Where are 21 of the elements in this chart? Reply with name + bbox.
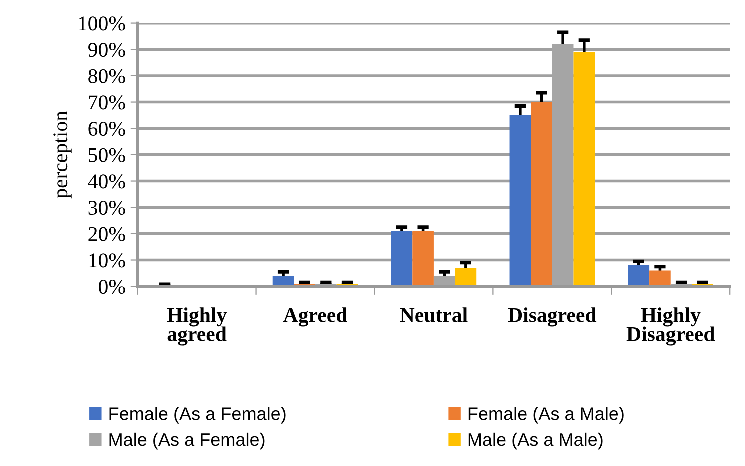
legend-label: Male (As a Male) (468, 432, 603, 450)
y-tick-label: 80% (88, 69, 126, 84)
y-tick-label: 10% (90, 254, 126, 268)
x-tick-label: Neutral (400, 308, 468, 322)
y-tick-label: 0% (99, 280, 126, 294)
x-tick-label: Highly Disagreed (626, 308, 716, 346)
y-tick-label: 100% (79, 16, 126, 31)
legend-label: Male (As a Female) (110, 432, 265, 450)
legend-label: Female (As a Male) (468, 407, 624, 424)
y-tick-label: 20% (88, 227, 126, 242)
legend-label: Female (As a Female) (110, 407, 286, 424)
y-tick-label: 60% (88, 122, 126, 136)
x-tick-label: Disagreed (508, 308, 597, 327)
y-tick-label: 50% (89, 148, 126, 162)
x-tick-label: Agreed (284, 308, 348, 327)
y-tick-label: 90% (88, 43, 126, 58)
y-axis-title: perception (54, 111, 72, 199)
y-tick-label: 30% (88, 200, 126, 216)
y-tick-label: 70% (89, 96, 126, 110)
y-tick-label: 40% (88, 174, 126, 189)
x-tick-label: Highly agreed (167, 308, 227, 346)
